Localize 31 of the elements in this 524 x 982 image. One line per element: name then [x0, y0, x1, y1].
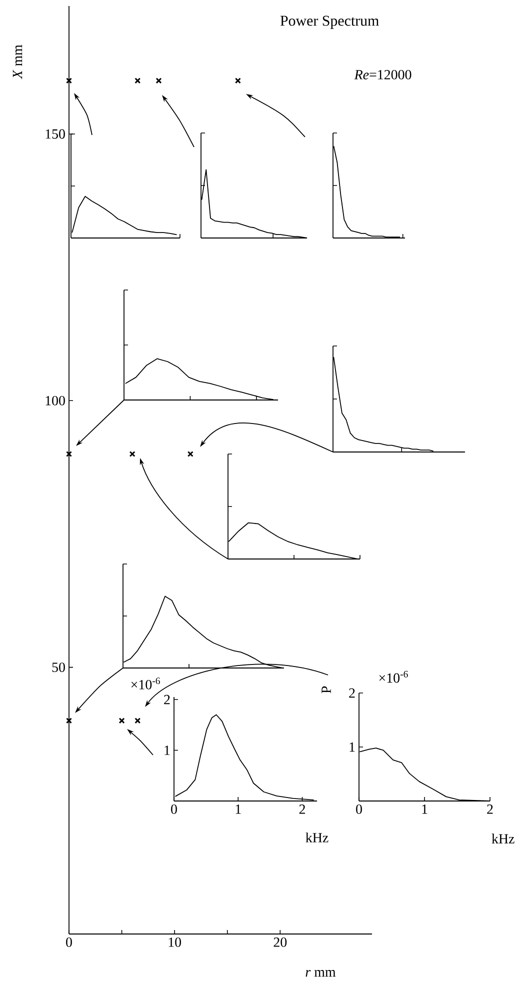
- point: [118, 718, 125, 724]
- x-tick-label: 1: [422, 804, 428, 814]
- point: [187, 450, 194, 458]
- x-axis-title: r mm: [306, 970, 336, 977]
- point: [156, 78, 162, 84]
- text: ×10$^{-6}$: [379, 670, 408, 683]
- y-tick-label: 150: [46, 129, 65, 139]
- point: [134, 718, 141, 724]
- x-tick-label: 2: [487, 804, 493, 814]
- x-tick-label: 0: [356, 804, 362, 814]
- x-tick-label: 0: [171, 804, 177, 814]
- x-tick-label: 20: [274, 938, 287, 947]
- x-tick-label: 1: [236, 804, 241, 814]
- x-tick-label: 10: [168, 938, 182, 947]
- point: [66, 718, 72, 724]
- annotation: Re=12000: [354, 70, 412, 80]
- point: [66, 78, 72, 84]
- x-axis-title: kHz: [492, 834, 514, 844]
- point: [134, 78, 141, 84]
- y-axis-title: X mm: [12, 44, 22, 80]
- y-tick-label: 100: [46, 396, 65, 406]
- text: Power Spectrum: [280, 16, 379, 29]
- x-axis-title: kHz: [306, 832, 328, 842]
- point: [234, 78, 241, 84]
- y-tick-label: 50: [52, 662, 65, 672]
- x-tick-label: 0: [66, 938, 72, 947]
- annotation: ×10$^{-6}$: [131, 678, 160, 690]
- y-axis-title: P: [322, 686, 331, 694]
- point: [129, 450, 136, 458]
- x-tick-label: 2: [299, 804, 305, 814]
- point: [66, 450, 72, 458]
